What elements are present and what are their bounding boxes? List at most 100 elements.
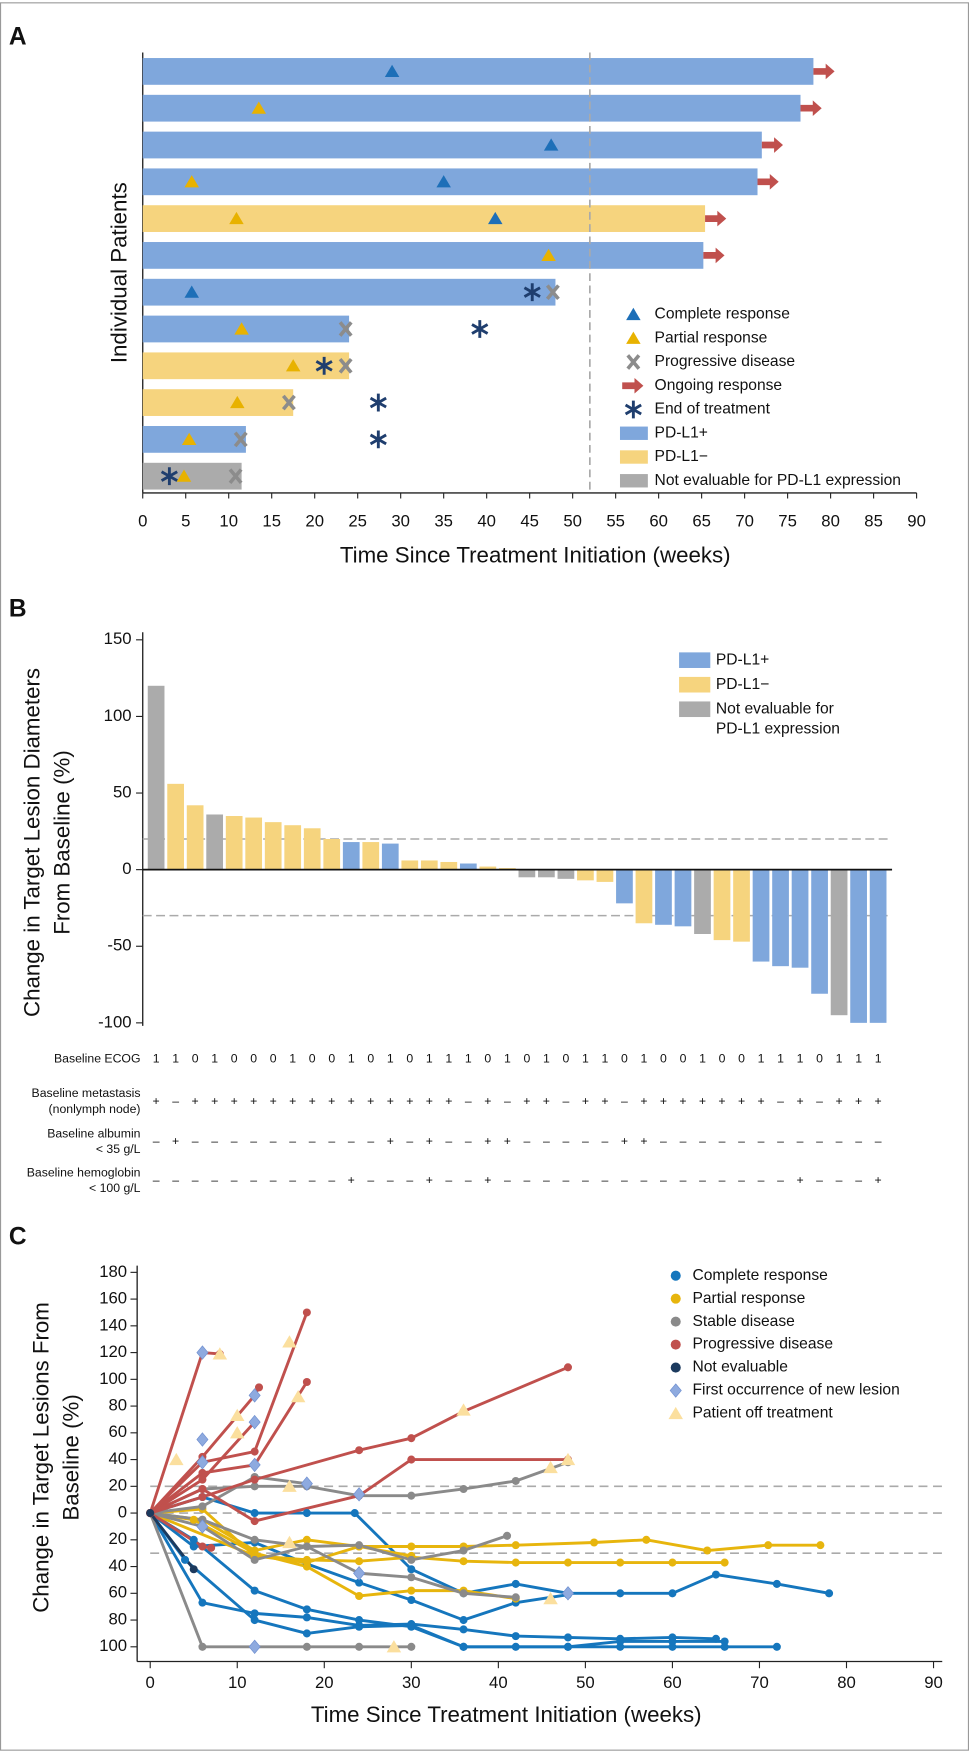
row-value: 1 [758,1052,765,1066]
row-value: – [250,1134,257,1148]
assessment-point [189,1565,198,1574]
event-marker [338,321,353,337]
row-value: + [601,1094,608,1108]
row-value: 1 [153,1052,160,1066]
assessment-point [302,1535,311,1544]
legend-swatch [619,450,648,464]
row-value: – [523,1173,530,1187]
assessment-point [668,1558,677,1567]
row-value: + [718,1094,725,1108]
row-value: + [757,1094,764,1108]
row-value: – [738,1134,745,1148]
x-tick-label: 50 [576,1673,595,1692]
assessment-point [302,1605,311,1614]
legend-label: First occurrence of new lesion [692,1382,899,1399]
event-marker [560,1452,576,1466]
row-value: + [543,1094,550,1108]
event-marker [353,1566,366,1581]
assessment-point [302,1629,311,1638]
assessment-point [642,1535,651,1544]
patient-line [149,1458,568,1523]
bar [869,869,887,1023]
row-value: – [621,1173,628,1187]
x-tick-label: 80 [837,1673,856,1692]
y-tick-label: 0 [122,859,131,878]
row-value: + [640,1094,647,1108]
assessment-point [563,1633,572,1642]
x-tick-label: 40 [477,511,496,530]
row-value: + [309,1094,316,1108]
legend-symbol [670,1293,681,1304]
row-value: + [699,1094,706,1108]
assessment-point [511,1558,520,1567]
panel-letter: B [9,595,27,622]
bar [752,869,770,962]
y-axis-title: Change in Target Lesions From [28,1302,53,1613]
row-value: – [231,1134,238,1148]
row-value: 0 [367,1052,374,1066]
assessment-point [302,1558,311,1567]
bar [206,814,224,870]
event-marker [176,469,192,482]
row-value: + [796,1094,803,1108]
row-value: – [211,1173,218,1187]
x-tick-label: 45 [520,511,539,530]
assessment-point [511,1642,520,1651]
bar [635,869,653,924]
event-marker [543,1460,558,1474]
patient-line [149,1311,309,1515]
assessment-point [459,1589,468,1598]
row-value: – [465,1173,472,1187]
event-marker [813,63,835,80]
row-value: 0 [660,1052,667,1066]
assessment-point [355,1446,364,1455]
row-value: + [406,1094,413,1108]
row-value: – [582,1134,589,1148]
row-value: – [719,1134,726,1148]
event-marker [285,359,301,372]
row-value: + [250,1094,257,1108]
row-value: 0 [309,1052,316,1066]
x-tick-label: 90 [907,511,926,530]
row-value: 1 [855,1052,862,1066]
assessment-point [207,1543,216,1552]
row-value: + [875,1094,882,1108]
bar [303,828,321,870]
row-value: – [289,1173,296,1187]
row-value: – [172,1173,179,1187]
assessment-point [720,1558,729,1567]
row-value: – [562,1094,569,1108]
y-axis-title: From Baseline (%) [49,750,74,935]
bar [420,860,438,870]
assessment-point [302,1308,311,1317]
assessment-point [407,1642,416,1651]
bar [142,462,242,490]
bar [147,685,165,870]
legend-label: Not evaluable for [716,700,834,717]
row-value: – [836,1173,843,1187]
x-tick-label: 70 [735,511,754,530]
legend-label: Not evaluable for PD-L1 expression [655,472,901,489]
assessment-point [511,1593,520,1602]
row-value: – [777,1094,784,1108]
bar [142,131,762,159]
assessment-point [459,1484,468,1494]
legend-label: Progressive disease [655,353,796,370]
assessment-point [407,1491,416,1500]
assessment-point [302,1377,311,1387]
row-value: 0 [562,1052,569,1066]
assessment-point [563,1363,572,1372]
y-tick-label: -50 [107,936,131,955]
event-marker [181,432,197,445]
row-value: – [309,1134,316,1148]
assessment-point [189,1535,198,1544]
y-tick-label: 120 [99,1342,127,1361]
bar [616,869,633,904]
assessment-point [198,1502,207,1511]
row-value: 1 [641,1052,648,1066]
assessment-point [616,1637,625,1646]
row-value: – [699,1134,706,1148]
assessment-point [198,1475,207,1484]
event-marker [248,1388,261,1403]
